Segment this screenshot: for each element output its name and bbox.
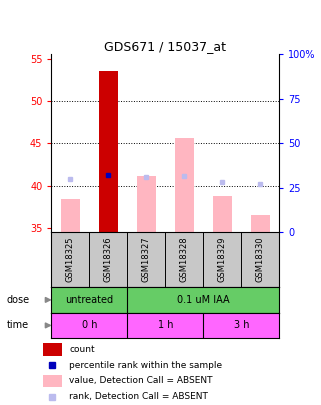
Text: rank, Detection Call = ABSENT: rank, Detection Call = ABSENT	[69, 392, 208, 401]
Bar	[43, 375, 62, 387]
Bar	[175, 138, 194, 232]
Text: value, Detection Call = ABSENT: value, Detection Call = ABSENT	[69, 376, 213, 386]
Text: 0.1 uM IAA: 0.1 uM IAA	[177, 295, 230, 305]
Text: percentile rank within the sample: percentile rank within the sample	[69, 361, 222, 370]
Text: GSM18325: GSM18325	[66, 237, 75, 282]
Text: time: time	[6, 320, 29, 330]
Text: GSM18327: GSM18327	[142, 237, 151, 282]
Text: GSM18328: GSM18328	[180, 237, 189, 282]
Bar	[137, 176, 156, 232]
Bar	[251, 215, 270, 232]
Text: GSM18326: GSM18326	[104, 237, 113, 282]
Bar	[213, 196, 232, 232]
Bar	[43, 343, 62, 356]
Text: untreated: untreated	[65, 295, 113, 305]
Text: count: count	[69, 345, 95, 354]
Title: GDS671 / 15037_at: GDS671 / 15037_at	[104, 40, 226, 53]
Text: 1 h: 1 h	[158, 320, 173, 330]
Text: 0 h: 0 h	[82, 320, 97, 330]
Bar	[61, 198, 80, 232]
Text: GSM18330: GSM18330	[256, 237, 265, 282]
Text: 3 h: 3 h	[234, 320, 249, 330]
Text: dose: dose	[6, 295, 30, 305]
Text: GSM18329: GSM18329	[218, 237, 227, 282]
Bar	[99, 71, 118, 232]
